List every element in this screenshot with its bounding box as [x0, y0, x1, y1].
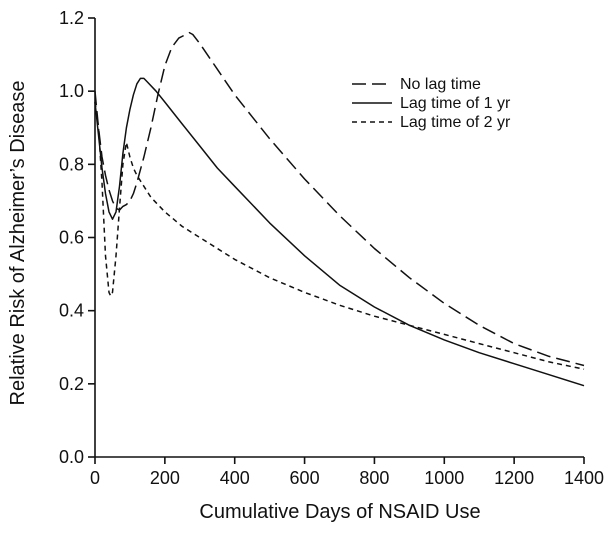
y-tick-label: 0.8 — [59, 154, 84, 174]
x-tick-label: 1200 — [494, 468, 534, 488]
legend: No lag time Lag time of 1 yr Lag time of 2… — [352, 76, 511, 131]
y-tick-label: 0.0 — [59, 447, 84, 467]
legend-label-1: No lag time — [400, 76, 481, 93]
x-tick-label: 1400 — [564, 468, 604, 488]
x-tick-label: 1000 — [424, 468, 464, 488]
series-line-2 — [94, 77, 585, 387]
x-ticks: 0 200 400 600 800 1000 1200 1400 — [90, 457, 604, 488]
y-axis-title: Relative Risk of Alzheimer’s Disease — [7, 81, 29, 406]
y-tick-label: 1.2 — [59, 8, 84, 28]
x-tick-label: 200 — [150, 468, 180, 488]
y-tick-label: 0.6 — [59, 228, 84, 248]
y-tick-label: 0.4 — [59, 301, 84, 321]
y-ticks: 0.0 0.2 0.4 0.6 0.8 1.0 1.2 — [59, 8, 95, 467]
x-tick-label: 400 — [220, 468, 250, 488]
x-axis-title: Cumulative Days of NSAID Use — [199, 501, 480, 523]
x-tick-label: 800 — [359, 468, 389, 488]
legend-label-3: Lag time of 2 yr — [400, 114, 511, 131]
x-tick-label: 0 — [90, 468, 100, 488]
y-tick-label: 1.0 — [59, 81, 84, 101]
series-line-1 — [94, 31, 585, 367]
y-tick-label: 0.2 — [59, 374, 84, 394]
series-layer — [94, 31, 585, 387]
axes: 0 200 400 600 800 1000 1200 1400 0.00.20.40.60.… — [59, 8, 604, 488]
series-line-3 — [94, 101, 585, 370]
x-tick-label: 600 — [290, 468, 320, 488]
legend-label-2: Lag time of 1 yr — [400, 95, 511, 112]
